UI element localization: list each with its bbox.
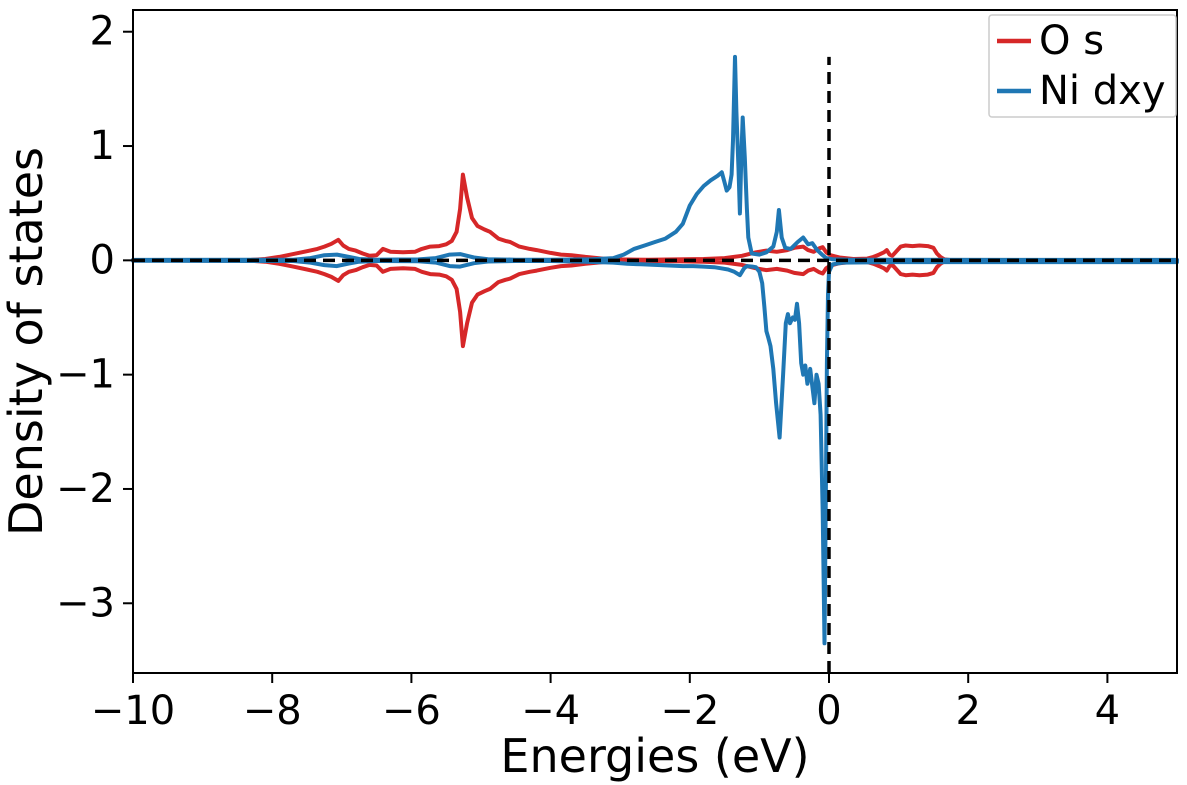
y-tick-label: −3 [56,580,115,626]
y-tick-label: −1 [56,352,115,398]
legend-box [988,14,1177,118]
y-axis-label: Density of states [0,147,53,536]
series-line-ni-dxy-spin-up [131,54,1179,262]
x-tick-label: −8 [243,688,302,734]
legend-label: O s [1039,18,1104,64]
x-tick-label: −10 [91,688,175,734]
plot-frame [132,9,1178,674]
y-tick-label: −2 [56,466,115,512]
x-tick-label: 2 [955,688,980,734]
x-tick-label: 4 [1095,688,1120,734]
series-line-ni-dxy-spin-down [131,258,1179,646]
legend-label: Ni dxy [1039,68,1165,114]
y-tick-label: 2 [90,9,115,55]
y-tick-label: 0 [90,237,115,283]
x-tick-label: −4 [521,688,580,734]
y-tick-label: 1 [90,123,115,169]
series-line-o-s-spin-down [131,258,1179,349]
x-tick-label: −2 [660,688,719,734]
x-tick-label: −6 [382,688,441,734]
x-axis-label: Energies (eV) [500,729,809,783]
x-tick-label: 0 [816,688,841,734]
series-line-o-s-spin-up [131,172,1179,263]
